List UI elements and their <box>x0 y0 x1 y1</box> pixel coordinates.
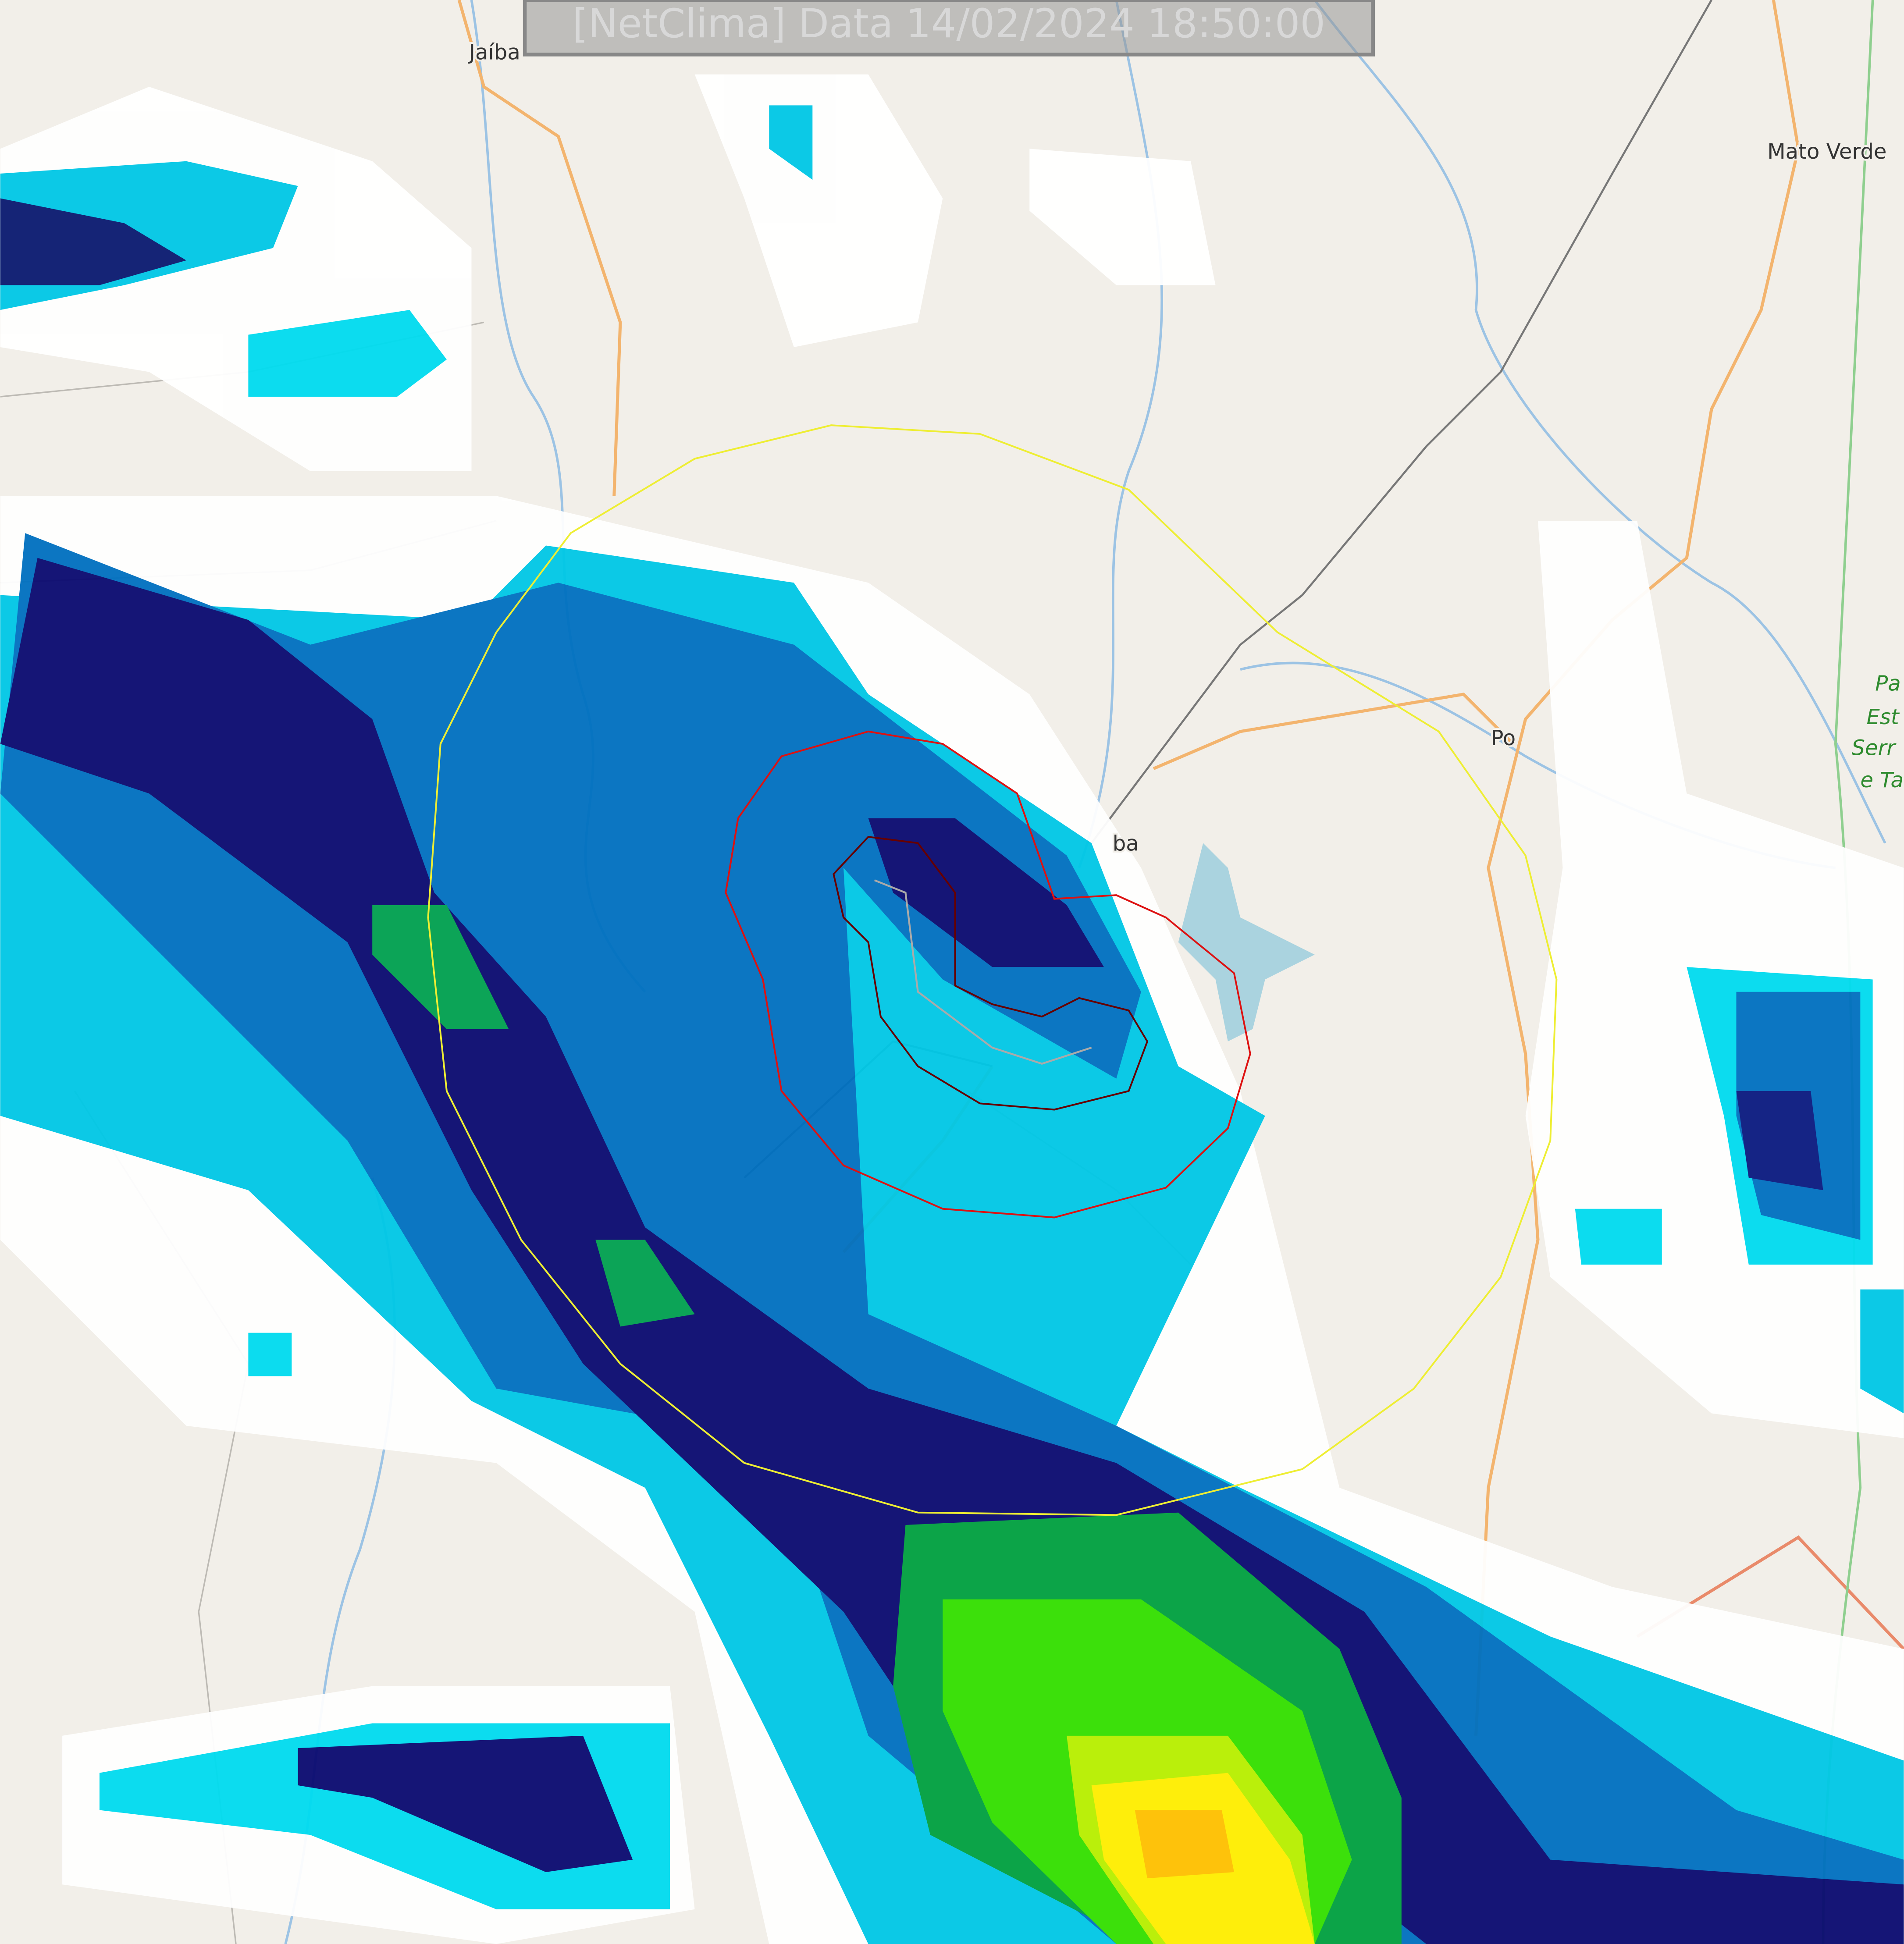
range-rings <box>427 424 1558 1516</box>
radar-cell <box>769 105 813 180</box>
radar-cell <box>1135 1810 1234 1879</box>
place-label: Po <box>1491 726 1516 750</box>
radar-cell <box>298 1735 633 1872</box>
place-label: ba <box>1113 831 1139 856</box>
place-label: Mato Verde <box>1767 139 1886 164</box>
radar-cell <box>1575 1208 1662 1265</box>
radar-cell <box>694 74 943 347</box>
park-label: Pa <box>1875 671 1900 696</box>
radar-cell <box>595 1240 695 1327</box>
track <box>874 879 1092 1065</box>
river <box>1313 0 1886 844</box>
place-label: Jaíba <box>468 40 520 65</box>
radar-cell <box>0 198 186 285</box>
inner-ring <box>833 836 1149 1111</box>
outer-ring <box>427 424 1558 1516</box>
radar-cell <box>0 533 1904 1944</box>
title: [NetClima] Data 14/02/2024 18:50:00 <box>573 1 1325 47</box>
road <box>457 0 622 496</box>
road <box>1153 693 1514 770</box>
park-label: Est <box>1866 705 1900 729</box>
park-label: Serr <box>1852 736 1897 761</box>
radar-cell <box>1029 149 1216 285</box>
park-label: e Ta <box>1860 768 1904 793</box>
radar-cell <box>372 905 509 1029</box>
lake <box>1178 843 1315 1041</box>
radar-layer <box>0 74 1904 1944</box>
radar-cell <box>1736 1091 1823 1191</box>
title-box <box>523 0 1375 57</box>
radar-cell <box>248 1333 292 1376</box>
middle-ring <box>725 730 1251 1219</box>
radar-cell <box>248 310 447 397</box>
road <box>1636 1535 1904 1650</box>
railway <box>1090 0 1712 844</box>
radar-cell <box>1860 1289 1904 1414</box>
